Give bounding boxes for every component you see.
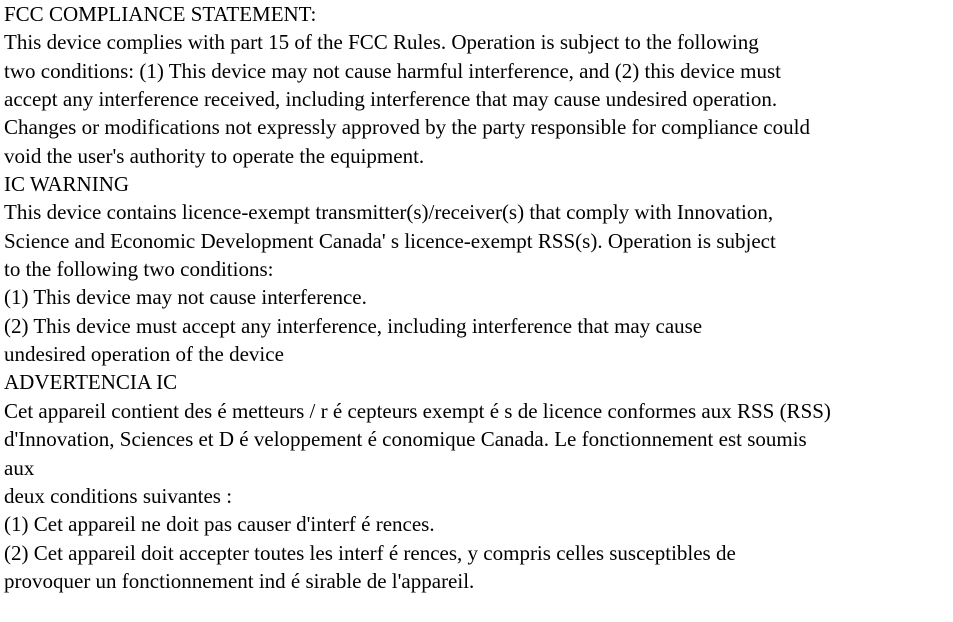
text-line: (2) This device must accept any interfer…	[4, 312, 949, 340]
text-line: aux	[4, 454, 949, 482]
compliance-document: FCC COMPLIANCE STATEMENT: This device co…	[0, 0, 953, 595]
text-line: FCC COMPLIANCE STATEMENT:	[4, 0, 949, 28]
text-line: Changes or modifications not expressly a…	[4, 113, 949, 141]
text-line: provoquer un fonctionnement ind é sirabl…	[4, 567, 949, 595]
text-line: This device complies with part 15 of the…	[4, 28, 949, 56]
text-line: deux conditions suivantes :	[4, 482, 949, 510]
text-line: d'Innovation, Sciences et D é veloppemen…	[4, 425, 949, 453]
text-line: Science and Economic Development Canada'…	[4, 227, 949, 255]
text-line: undesired operation of the device	[4, 340, 949, 368]
text-line: void the user's authority to operate the…	[4, 142, 949, 170]
text-line: (2) Cet appareil doit accepter toutes le…	[4, 539, 949, 567]
text-line: accept any interference received, includ…	[4, 85, 949, 113]
text-line: to the following two conditions:	[4, 255, 949, 283]
text-line: IC WARNING	[4, 170, 949, 198]
text-line: ADVERTENCIA IC	[4, 368, 949, 396]
text-line: (1) Cet appareil ne doit pas causer d'in…	[4, 510, 949, 538]
text-line: two conditions: (1) This device may not …	[4, 57, 949, 85]
text-line: (1) This device may not cause interferen…	[4, 283, 949, 311]
text-line: This device contains licence-exempt tran…	[4, 198, 949, 226]
text-line: Cet appareil contient des é metteurs / r…	[4, 397, 949, 425]
